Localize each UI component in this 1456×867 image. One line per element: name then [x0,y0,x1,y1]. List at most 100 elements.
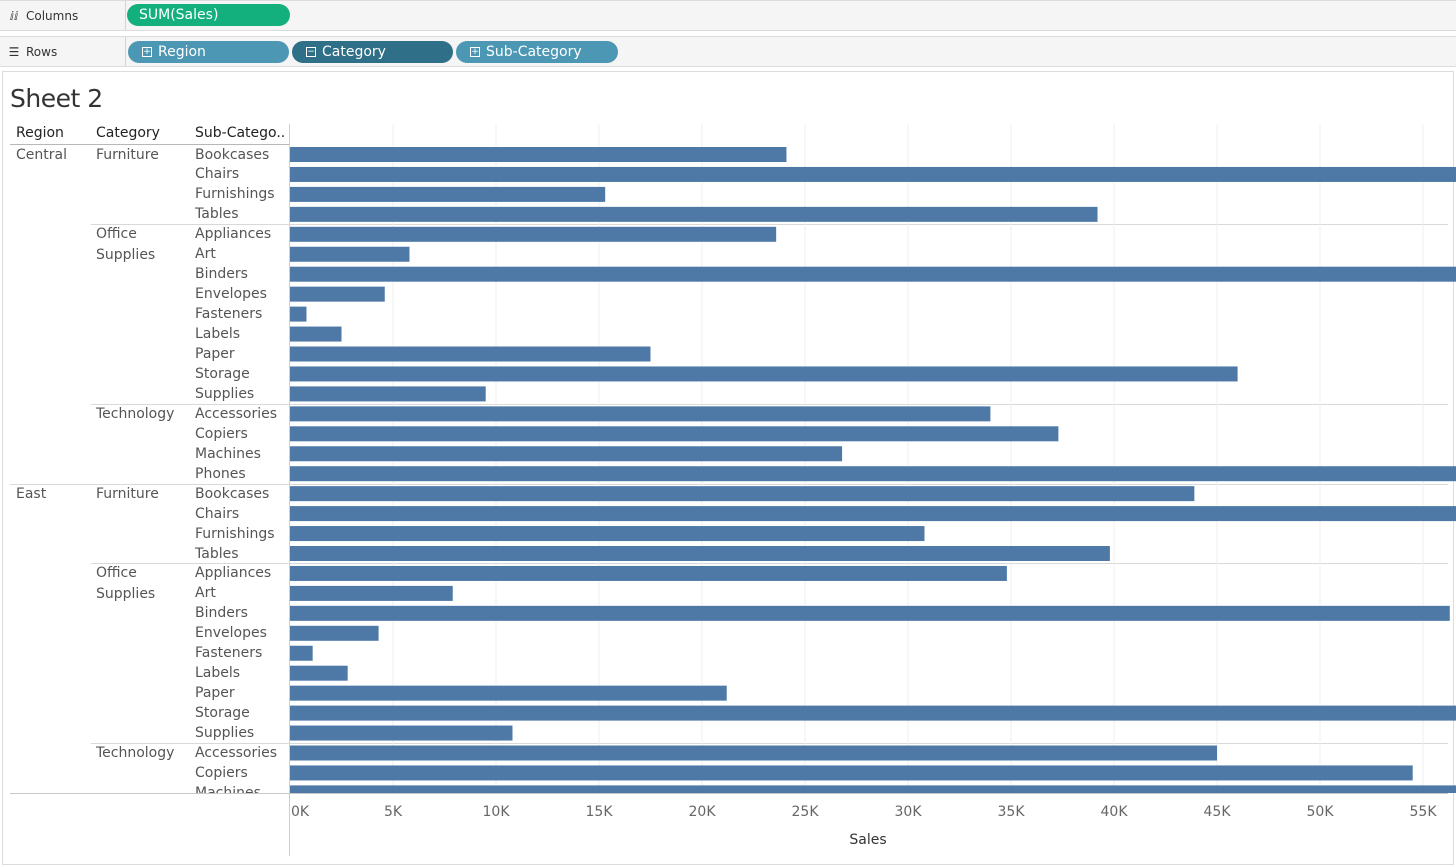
subcategory-label: Tables [195,545,239,562]
subcategory-header[interactable]: Sub-Catego.. [195,125,286,141]
sum-sales-pill[interactable]: SUM(Sales) [127,4,290,26]
subcategory-label: Tables [195,206,239,223]
bar-central-tables[interactable] [290,206,1098,222]
columns-icon: ⅈⅈ [9,8,19,23]
bar-central-machines[interactable] [290,446,843,462]
bar-east-tables[interactable] [290,546,1110,561]
bar-central-envelopes[interactable] [290,286,385,302]
bar-central-paper[interactable] [290,346,651,362]
bar-central-art[interactable] [290,246,410,262]
bar-east-supplies[interactable] [290,725,513,741]
axis-divider [289,124,290,856]
row-divider [91,563,1448,565]
subcategory-label: Accessories [195,745,278,761]
subcategory-label: Machines [195,445,261,462]
region-label: East [16,485,47,502]
subcategory-label: Chairs [195,166,240,183]
subcategory-label: Binders [195,266,248,283]
subcategory-label: Furnishings [195,186,275,203]
bar-east-fasteners[interactable] [290,645,313,661]
x-axis-title: Sales [849,832,886,848]
axis-top-divider [10,793,1448,794]
bar-central-appliances[interactable] [290,226,777,242]
x-axis: 0K5K10K15K20K25K30K35K40K45K50K55K60K65K… [291,804,1437,848]
rows-label: Rows [26,44,58,59]
subcategory-label: Copiers [195,425,248,442]
bars [290,147,1456,800]
header-divider [10,144,289,145]
bar-east-furnishings[interactable] [290,526,925,542]
x-tick-label: 45K [1204,804,1232,820]
subcategory-label: Furnishings [195,525,275,542]
category-pill-label: Category [322,44,386,60]
category-label: Office Supplies [96,226,156,264]
bar-east-copiers[interactable] [290,765,1413,781]
subcategory-label: Supplies [195,725,255,742]
bar-central-phones[interactable] [290,466,1456,482]
subcategory-label: Machines [195,784,261,793]
subcategory-label: Art [195,585,216,602]
bar-east-accessories[interactable] [290,745,1217,761]
x-tick-label: 15K [586,804,614,820]
category-label: Technology [96,745,175,761]
bar-east-binders[interactable] [290,605,1450,621]
bar-east-art[interactable] [290,585,453,601]
subcategory-label: Storage [195,365,250,382]
sum-sales-pill-label: SUM(Sales) [139,7,219,23]
subcategory-label: Appliances [195,226,272,243]
row-divider [91,403,1448,405]
bar-central-storage[interactable] [290,366,1238,382]
x-tick-label: 35K [998,804,1026,820]
x-tick-label: 5K [384,804,403,820]
bar-east-appliances[interactable] [290,565,1007,581]
rows-shelf-label: ☰ Rows [0,37,126,66]
rows-icon: ☰ [8,44,20,59]
bar-central-furnishings[interactable] [290,186,606,202]
region-pill-label: Region [158,44,206,60]
bar-east-paper[interactable] [290,685,727,701]
category-header[interactable]: Category [96,125,160,141]
subcategory-label: Chairs [195,505,240,522]
region-label: Central [16,146,67,163]
bar-east-bookcases[interactable] [290,486,1195,502]
bar-central-supplies[interactable] [290,386,486,402]
columns-label: Columns [26,8,79,23]
x-tick-label: 40K [1101,804,1129,820]
subcategory-label: Fasteners [195,306,263,323]
collapse-icon: − [306,47,316,57]
x-tick-label: 50K [1307,804,1335,820]
category-pill[interactable]: − Category [292,41,453,63]
subcategory-label: Labels [195,665,241,682]
sub-category-pill-label: Sub-Category [486,44,582,60]
subcategory-label: Paper [195,346,235,362]
subcategory-label: Labels [195,326,241,343]
bar-east-envelopes[interactable] [290,625,379,641]
bar-east-machines[interactable] [290,785,1456,800]
bar-central-labels[interactable] [290,326,342,342]
bar-east-storage[interactable] [290,705,1456,721]
subcategory-label: Fasteners [195,645,263,662]
columns-shelf: ⅈⅈ Columns SUM(Sales) [0,0,1456,31]
bar-central-fasteners[interactable] [290,306,307,322]
sub-category-pill[interactable]: + Sub-Category [456,41,618,63]
bar-central-chairs[interactable] [290,166,1456,182]
bar-central-copiers[interactable] [290,426,1059,442]
bar-east-chairs[interactable] [290,506,1456,522]
columns-shelf-label: ⅈⅈ Columns [0,1,126,30]
bar-east-labels[interactable] [290,665,348,681]
subcategory-label: Envelopes [195,625,267,642]
bar-central-binders[interactable] [290,266,1456,282]
subcategory-label: Supplies [195,385,255,402]
x-tick-label: 20K [689,804,717,820]
subcategory-label: Storage [195,705,250,722]
expand-icon: + [470,47,480,57]
bar-central-accessories[interactable] [290,406,991,422]
subcategory-label: Copiers [195,764,248,781]
region-pill[interactable]: + Region [128,41,289,63]
bar-central-bookcases[interactable] [290,147,787,162]
region-header[interactable]: Region [16,125,64,141]
x-tick-label: 30K [895,804,923,820]
category-label: Technology [96,405,175,422]
sheet-title: Sheet 2 [10,84,103,113]
